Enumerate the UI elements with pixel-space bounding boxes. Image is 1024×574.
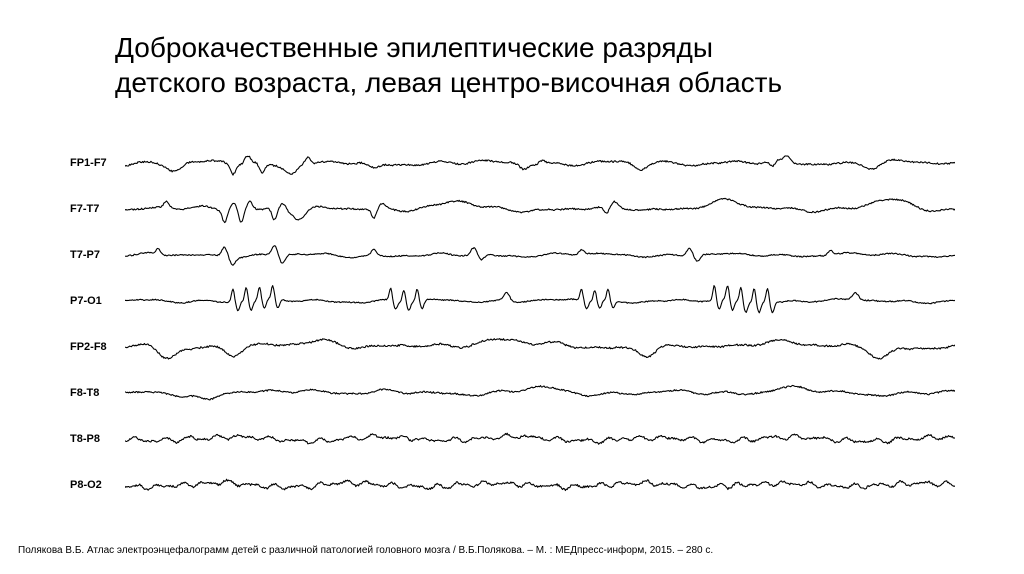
eeg-channel: F7-T7 [70,186,970,232]
slide-root: Доброкачественные эпилептические разряды… [0,0,1024,574]
eeg-chart: FP1-F7 F7-T7 T7-P7 P7-O1 FP2-F8 F8-T8 T8-P8 P8-… [70,140,970,510]
channel-label: FP2-F8 [70,341,118,353]
channel-label: F7-T7 [70,203,118,215]
eeg-channel: P7-O1 [70,278,970,324]
channel-label: P7-O1 [70,295,118,307]
eeg-channel: FP2-F8 [70,324,970,370]
eeg-trace [125,140,955,186]
eeg-channel: T7-P7 [70,232,970,278]
eeg-trace [125,416,955,462]
channel-label: T8-P8 [70,433,118,445]
eeg-channel: F8-T8 [70,370,970,416]
slide-title: Доброкачественные эпилептические разряды… [115,30,915,100]
eeg-trace [125,186,955,232]
channel-label: P8-O2 [70,479,118,491]
eeg-trace [125,232,955,278]
channel-label: T7-P7 [70,249,118,261]
eeg-trace [125,324,955,370]
eeg-trace [125,370,955,416]
eeg-channel: FP1-F7 [70,140,970,186]
channel-label: F8-T8 [70,387,118,399]
title-line1: Доброкачественные эпилептические разряды [115,32,713,63]
eeg-channel: P8-O2 [70,462,970,508]
title-line2: детского возраста, левая центро-височная… [115,67,782,98]
citation-text: Полякова В.Б. Атлас электроэнцефалограмм… [18,545,713,556]
eeg-trace [125,278,955,324]
eeg-trace [125,462,955,508]
eeg-channel: T8-P8 [70,416,970,462]
channel-label: FP1-F7 [70,157,118,169]
